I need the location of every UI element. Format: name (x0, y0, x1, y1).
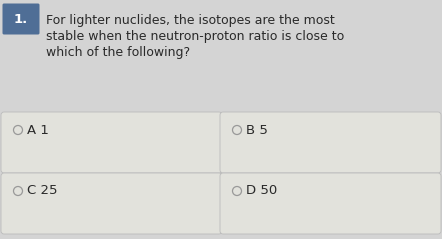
Text: D 50: D 50 (246, 185, 277, 197)
FancyBboxPatch shape (1, 112, 222, 173)
Text: stable when the neutron-proton ratio is close to: stable when the neutron-proton ratio is … (46, 30, 344, 43)
FancyBboxPatch shape (3, 4, 39, 34)
FancyBboxPatch shape (1, 173, 222, 234)
Text: 1.: 1. (14, 12, 28, 26)
Text: For lighter nuclides, the isotopes are the most: For lighter nuclides, the isotopes are t… (46, 14, 335, 27)
Text: C 25: C 25 (27, 185, 57, 197)
FancyBboxPatch shape (220, 112, 441, 173)
Text: which of the following?: which of the following? (46, 46, 190, 59)
FancyBboxPatch shape (220, 173, 441, 234)
Text: B 5: B 5 (246, 124, 268, 136)
Text: A 1: A 1 (27, 124, 49, 136)
